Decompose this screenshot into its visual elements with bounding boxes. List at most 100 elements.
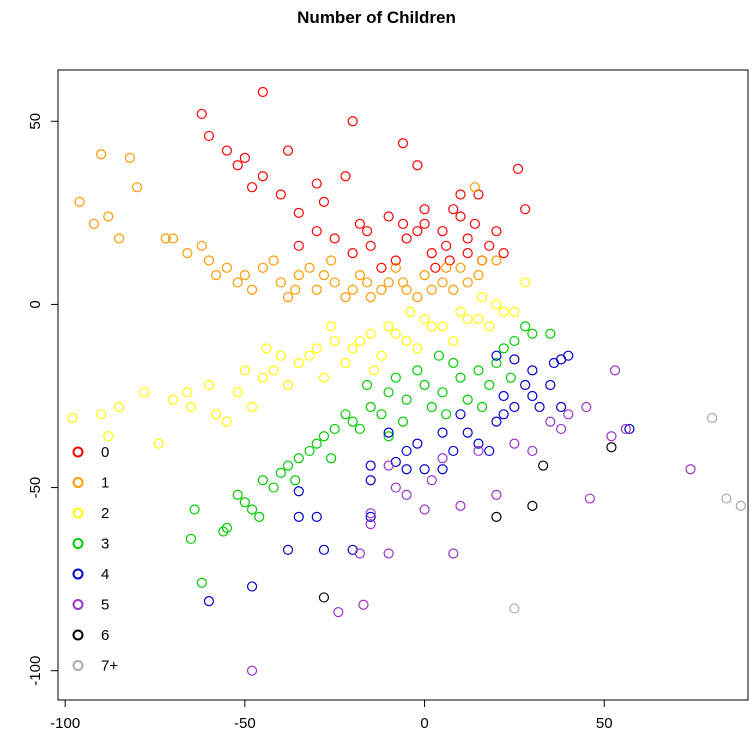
data-point <box>462 277 473 288</box>
data-point <box>455 306 466 317</box>
data-point <box>261 343 272 354</box>
series-5 <box>246 365 696 676</box>
legend-marker <box>72 568 84 580</box>
data-point <box>365 460 376 471</box>
data-point <box>293 270 304 281</box>
data-point <box>426 284 437 295</box>
data-point <box>527 328 538 339</box>
data-point <box>185 533 197 544</box>
data-point <box>401 233 412 244</box>
data-point <box>257 262 268 273</box>
data-point <box>426 401 437 413</box>
series-4 <box>203 350 635 607</box>
data-point <box>354 335 365 347</box>
series-7+ <box>509 412 746 614</box>
data-point <box>448 204 459 215</box>
data-point <box>329 233 340 244</box>
data-point <box>218 526 229 537</box>
data-point <box>257 372 268 383</box>
data-point <box>462 427 473 438</box>
data-point <box>221 416 233 427</box>
data-point <box>293 511 304 522</box>
data-point <box>113 233 125 244</box>
data-point <box>419 504 430 515</box>
data-point <box>282 291 294 303</box>
data-point <box>268 482 279 493</box>
data-point <box>329 335 340 347</box>
data-point <box>419 379 430 391</box>
data-point <box>462 233 473 244</box>
data-point <box>203 255 215 266</box>
data-point <box>412 343 423 354</box>
data-point <box>211 409 222 420</box>
data-point <box>448 357 459 369</box>
data-point <box>340 171 351 182</box>
chart-title: Number of Children <box>297 8 456 27</box>
legend-marker <box>72 660 84 671</box>
data-point <box>455 409 466 420</box>
data-point <box>505 372 516 383</box>
data-point <box>189 504 200 515</box>
data-point <box>139 387 150 398</box>
data-point <box>491 489 502 500</box>
series-2 <box>67 277 531 449</box>
data-point <box>293 207 304 218</box>
data-point <box>512 163 524 174</box>
data-point <box>419 204 430 215</box>
data-point <box>545 379 556 391</box>
data-point <box>340 357 351 369</box>
data-point <box>469 218 480 229</box>
data-point <box>397 277 409 288</box>
data-point <box>548 357 560 369</box>
data-point <box>509 603 520 614</box>
legend-marker <box>72 477 84 488</box>
data-point <box>455 372 466 383</box>
data-point <box>455 262 466 273</box>
data-point <box>383 321 394 332</box>
legend-marker <box>72 599 84 610</box>
data-point <box>484 379 495 391</box>
data-point <box>498 343 509 354</box>
data-point <box>232 489 243 500</box>
data-point <box>685 464 696 475</box>
data-point <box>268 255 279 266</box>
data-point <box>473 270 484 281</box>
data-point <box>376 409 387 420</box>
data-point <box>254 511 265 522</box>
data-point <box>275 277 286 288</box>
data-point <box>347 116 358 127</box>
data-point <box>620 423 631 435</box>
data-point <box>441 240 452 251</box>
data-point <box>361 379 373 391</box>
data-point <box>390 255 401 266</box>
data-point <box>563 409 574 420</box>
legend-label: 1 <box>101 475 109 492</box>
data-point <box>412 160 423 171</box>
data-point <box>419 218 430 229</box>
data-point <box>311 284 322 295</box>
data-point <box>491 357 502 369</box>
data-point <box>412 438 423 449</box>
x-tick-label: 0 <box>420 715 428 732</box>
series-0 <box>196 86 531 273</box>
data-point <box>365 475 376 486</box>
data-point <box>354 548 365 559</box>
data-point <box>196 240 207 251</box>
data-point <box>361 277 373 288</box>
data-point <box>365 401 376 413</box>
data-point <box>326 255 337 266</box>
data-point <box>509 354 520 365</box>
data-point <box>354 270 365 281</box>
data-point <box>167 233 179 244</box>
data-point <box>412 291 423 303</box>
data-point <box>282 460 294 471</box>
data-point <box>153 438 164 449</box>
data-point <box>448 548 459 559</box>
data-point <box>520 321 531 332</box>
data-point <box>534 401 545 413</box>
series-3 <box>185 321 556 588</box>
data-point <box>239 270 250 281</box>
data-point <box>476 401 488 413</box>
